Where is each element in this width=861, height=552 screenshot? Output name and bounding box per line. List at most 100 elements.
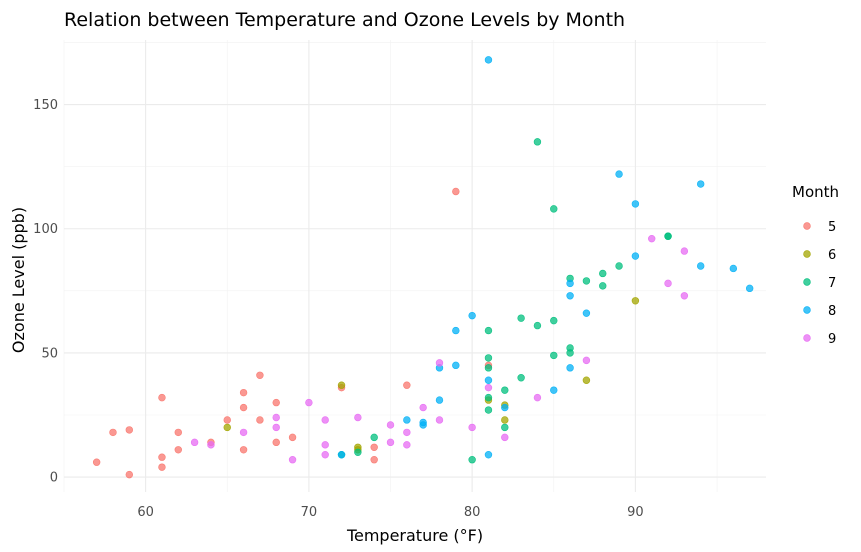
data-point-month-8 <box>729 264 738 273</box>
data-point-month-9 <box>321 416 329 424</box>
data-point-month-6 <box>337 381 346 389</box>
y-tick-label: 50 <box>41 346 58 361</box>
x-axis-title: Temperature (°F) <box>346 526 483 545</box>
data-point-month-5 <box>158 463 166 471</box>
data-point-month-8 <box>435 396 444 404</box>
data-point-month-8 <box>452 326 460 335</box>
x-tick-label: 60 <box>137 505 154 520</box>
data-point-month-5 <box>92 458 101 466</box>
data-point-month-5 <box>174 428 182 437</box>
data-point-month-8 <box>696 262 705 270</box>
data-point-month-7 <box>615 262 623 270</box>
data-point-month-7 <box>550 351 558 360</box>
legend-key-month-8 <box>803 306 811 314</box>
data-point-month-5 <box>403 381 411 389</box>
data-point-month-9 <box>272 423 280 432</box>
data-point-month-9 <box>207 441 215 449</box>
data-point-month-9 <box>648 234 656 243</box>
data-point-month-8 <box>631 252 640 260</box>
data-point-month-7 <box>550 205 558 213</box>
data-point-month-9 <box>305 398 313 407</box>
data-point-month-7 <box>664 232 672 240</box>
data-point-month-7 <box>550 316 558 325</box>
legend-label-month-8: 8 <box>828 304 836 319</box>
data-point-month-9 <box>664 279 672 288</box>
data-point-month-5 <box>272 398 280 407</box>
legend: Month 5 6 7 8 9 <box>792 183 839 347</box>
data-point-month-9 <box>419 403 427 412</box>
data-point-month-9 <box>386 438 395 447</box>
y-tick-label: 150 <box>33 98 58 113</box>
data-point-month-5 <box>109 428 117 437</box>
x-tick-label: 80 <box>464 505 481 520</box>
data-point-month-9 <box>501 433 509 442</box>
data-point-month-7 <box>582 277 591 285</box>
data-point-month-9 <box>468 423 476 432</box>
data-point-month-7 <box>484 406 493 414</box>
data-point-month-5 <box>370 456 378 464</box>
legend-key-month-6 <box>803 250 811 258</box>
major-gridlines <box>64 40 766 492</box>
data-point-month-8 <box>696 180 705 188</box>
data-point-month-8 <box>403 416 411 424</box>
data-point-month-5 <box>256 416 264 424</box>
data-point-month-5 <box>239 388 248 397</box>
data-point-month-7 <box>354 448 362 456</box>
data-point-month-9 <box>680 292 689 300</box>
data-point-month-8 <box>468 311 476 320</box>
data-point-month-5 <box>239 403 248 412</box>
data-point-month-7 <box>566 349 574 357</box>
data-point-month-8 <box>615 170 623 178</box>
data-point-month-5 <box>125 470 134 479</box>
y-tick-label: 0 <box>50 471 58 486</box>
legend-label-month-9: 9 <box>828 332 836 347</box>
data-point-month-8 <box>582 309 591 317</box>
data-point-month-8 <box>566 292 574 300</box>
data-point-month-8 <box>452 361 460 370</box>
chart-title: Relation between Temperature and Ozone L… <box>64 9 625 31</box>
data-point-month-6 <box>582 376 591 384</box>
data-point-month-9 <box>582 356 591 365</box>
data-point-month-9 <box>680 247 689 255</box>
data-point-month-7 <box>484 354 493 362</box>
data-point-month-9 <box>435 359 444 367</box>
data-point-month-7 <box>517 314 525 322</box>
data-point-month-5 <box>223 416 231 424</box>
data-point-month-8 <box>484 376 493 384</box>
data-point-month-6 <box>501 416 509 424</box>
data-point-month-5 <box>158 453 166 461</box>
data-point-month-9 <box>484 383 493 392</box>
data-point-month-7 <box>484 326 493 335</box>
legend-key-month-9 <box>803 334 811 342</box>
data-point-month-5 <box>125 426 134 434</box>
data-point-month-5 <box>256 371 264 379</box>
data-point-month-7 <box>599 282 607 290</box>
legend-label-month-7: 7 <box>828 276 836 291</box>
data-point-month-8 <box>337 451 346 459</box>
data-point-month-9 <box>403 428 411 437</box>
data-point-month-8 <box>501 403 509 412</box>
data-point-month-9 <box>403 441 411 449</box>
data-point-month-8 <box>484 56 493 64</box>
data-points <box>92 56 754 479</box>
x-tick-label: 90 <box>627 505 644 520</box>
data-point-month-8 <box>745 284 754 293</box>
data-point-month-5 <box>239 446 248 454</box>
data-point-month-7 <box>484 393 493 402</box>
data-point-month-7 <box>501 423 509 432</box>
data-point-month-9 <box>435 416 444 424</box>
data-point-month-5 <box>158 393 166 402</box>
data-point-month-8 <box>631 200 640 208</box>
legend-key-month-7 <box>803 278 811 286</box>
data-point-month-9 <box>321 451 329 459</box>
data-point-month-9 <box>321 441 329 449</box>
data-point-month-8 <box>566 279 574 288</box>
data-point-month-8 <box>484 451 493 459</box>
x-axis-tick-labels: 60 70 80 90 <box>137 505 643 520</box>
data-point-month-5 <box>288 433 297 442</box>
data-point-month-5 <box>452 187 460 196</box>
legend-key-month-5 <box>803 222 811 230</box>
minor-gridlines <box>63 40 766 492</box>
data-point-month-7 <box>517 374 525 382</box>
y-axis-title: Ozone Level (ppb) <box>9 207 28 353</box>
